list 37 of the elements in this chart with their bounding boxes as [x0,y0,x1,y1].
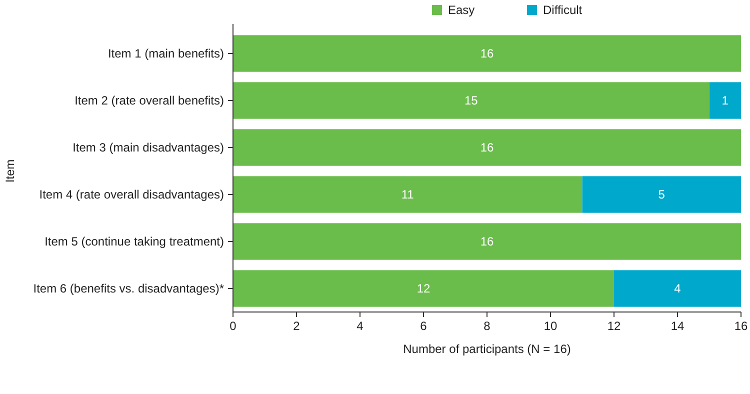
bar [233,129,741,166]
data-label: 5 [658,188,666,202]
bar [614,270,741,307]
data-label: 11 [401,188,414,202]
x-tick-label: 4 [356,319,364,333]
bar [233,82,710,119]
data-label: 16 [480,234,494,249]
y-tick-label: Item 4 (rate overall disadvantages) [39,188,224,202]
y-tick-label: Item 6 (benefits vs. disadvantages)* [33,282,224,296]
x-tick-label: 16 [734,319,748,333]
legend-label: Easy [448,3,475,18]
legend-label: Difficult [543,3,583,18]
x-tick-label: 14 [670,319,684,333]
bar [233,270,614,307]
bar [709,82,741,119]
x-tick-label: 6 [420,319,428,333]
data-label: 4 [674,282,682,296]
data-label: 12 [416,282,430,296]
y-tick-label: Item 2 (rate overall benefits) [74,94,224,108]
x-axis-title: Number of participants (N = 16) [403,342,571,356]
data-label: 15 [464,94,478,108]
data-label: 16 [480,46,494,61]
bar [582,176,741,213]
x-tick-label: 10 [544,319,558,333]
bar [233,176,582,213]
x-tick-label: 2 [293,319,300,333]
x-tick-label: 0 [230,319,237,333]
data-label: 16 [480,140,494,155]
x-tick-label: 12 [607,319,621,333]
data-label: 1 [722,94,729,108]
y-tick-label: Item 3 (main disadvantages) [72,140,224,155]
y-axis-title: Item [3,159,17,183]
y-tick-label: Item 5 (continue taking treatment) [44,234,224,249]
bar [233,223,741,260]
bar [233,35,741,72]
x-tick-label: 8 [484,319,491,333]
y-tick-label: Item 1 (main benefits) [108,46,224,61]
